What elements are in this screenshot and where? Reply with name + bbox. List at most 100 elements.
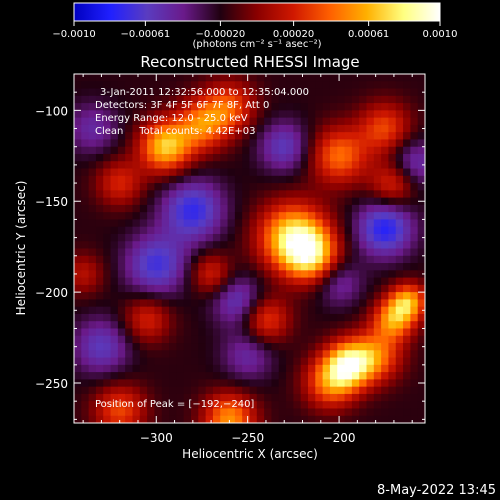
heatmap-cell (139, 103, 148, 111)
heatmap-cell (359, 372, 368, 380)
heatmap-cell (234, 357, 243, 366)
heatmap-cell (103, 270, 112, 279)
heatmap-cell (286, 132, 294, 141)
heatmap-cell (293, 161, 302, 170)
heatmap-cell (205, 248, 214, 257)
heatmap-cell (329, 212, 338, 221)
heatmap-cell (403, 284, 411, 293)
heatmap-cell (351, 103, 360, 111)
heatmap-cell (351, 153, 360, 162)
heatmap-cell (139, 212, 148, 221)
heatmap-cell (139, 364, 148, 373)
heatmap-cell (395, 103, 404, 111)
heatmap-cell (278, 212, 287, 221)
heatmap-cell (286, 81, 294, 90)
heatmap-cell (147, 204, 156, 213)
heatmap-cell (351, 350, 360, 359)
heatmap-cell (249, 233, 258, 242)
heatmap-cell (242, 175, 251, 184)
heatmap-cell (139, 255, 148, 264)
heatmap-cell (271, 357, 280, 366)
heatmap-cell (117, 88, 126, 97)
heatmap-cell (293, 415, 302, 423)
heatmap-cell (103, 117, 112, 126)
heatmap-cell (351, 233, 360, 242)
heatmap-cell (161, 350, 170, 359)
heatmap-cell (125, 132, 134, 141)
heatmap-cell (373, 175, 382, 184)
heatmap-cell (381, 372, 390, 380)
heatmap-cell (88, 226, 97, 235)
heatmap-cell (227, 183, 236, 191)
heatmap-cell (125, 313, 134, 322)
heatmap-cell (191, 183, 199, 191)
heatmap-cell (359, 313, 368, 322)
heatmap-cell (176, 263, 185, 271)
heatmap-cell (139, 357, 148, 366)
heatmap-cell (271, 95, 280, 104)
heatmap-cell (366, 408, 375, 417)
heatmap-cell (132, 343, 141, 351)
heatmap-cell (366, 372, 375, 380)
heatmap-cell (271, 110, 280, 119)
heatmap-cell (161, 386, 170, 395)
heatmap-cell (205, 299, 214, 308)
heatmap-cell (212, 379, 221, 388)
heatmap-cell (147, 321, 156, 330)
heatmap-cell (176, 364, 185, 373)
heatmap-cell (264, 306, 273, 315)
heatmap-cell (249, 299, 258, 308)
heatmap-cell (344, 372, 353, 380)
heatmap-cell (271, 146, 280, 155)
heatmap-cell (395, 357, 404, 366)
heatmap-cell (154, 132, 163, 141)
heatmap-cell (95, 321, 104, 330)
heatmap-cell (139, 74, 148, 82)
heatmap-cell (169, 139, 177, 148)
heatmap-cell (205, 321, 214, 330)
heatmap-cell (293, 95, 302, 104)
heatmap-cell (403, 379, 411, 388)
heatmap-cell (191, 226, 199, 235)
heatmap-cell (154, 270, 163, 279)
heatmap-cell (198, 168, 207, 177)
heatmap-cell (351, 299, 360, 308)
heatmap-cell (110, 212, 119, 221)
heatmap-cell (381, 357, 390, 366)
heatmap-cell (278, 372, 287, 380)
heatmap-cell (351, 335, 360, 344)
heatmap-cell (249, 292, 258, 300)
heatmap-cell (176, 81, 185, 90)
heatmap-cell (366, 88, 375, 97)
heatmap-cell (125, 292, 134, 300)
heatmap-cell (161, 248, 170, 257)
heatmap-cell (417, 183, 425, 191)
heatmap-cell (329, 364, 338, 373)
heatmap-cell (286, 88, 294, 97)
heatmap-cell (242, 81, 251, 90)
heatmap-cell (161, 95, 170, 104)
heatmap-cell (242, 292, 251, 300)
heatmap-cell (242, 95, 251, 104)
heatmap-cell (381, 350, 390, 359)
heatmap-cell (88, 124, 97, 133)
heatmap-cell (293, 110, 302, 119)
heatmap-cell (161, 306, 170, 315)
heatmap-cell (293, 270, 302, 279)
heatmap-cell (147, 364, 156, 373)
heatmap-cell (366, 81, 375, 90)
heatmap-cell (191, 343, 199, 351)
heatmap-cell (351, 197, 360, 206)
heatmap-cell (242, 255, 251, 264)
heatmap-cell (271, 124, 280, 133)
heatmap-cell (242, 408, 251, 417)
colorbar-tick-label: 0.00020 (273, 29, 314, 40)
heatmap-cell (205, 415, 214, 423)
heatmap-cell (337, 124, 346, 133)
heatmap-cell (264, 153, 273, 162)
heatmap-cell (329, 153, 338, 162)
heatmap-cell (169, 415, 177, 423)
heatmap-cell (264, 168, 273, 177)
heatmap-cell (359, 153, 368, 162)
heatmap-cell (417, 124, 425, 133)
